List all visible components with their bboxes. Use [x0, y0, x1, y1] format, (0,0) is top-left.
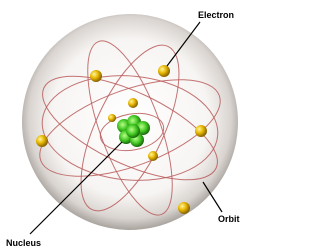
- electron: [178, 202, 190, 214]
- page: Electron Orbit Nucleus (() => { const da…: [0, 0, 260, 252]
- label: Nucleus: [6, 238, 41, 248]
- electron: [128, 98, 138, 108]
- electron: [108, 114, 116, 122]
- electron: [36, 135, 48, 147]
- electron: [195, 125, 207, 137]
- electron: [158, 65, 170, 77]
- electron: [90, 70, 102, 82]
- atom-diagram: Electron Orbit Nucleus: [0, 0, 260, 252]
- electron: [148, 151, 158, 161]
- label: Electron: [198, 10, 234, 20]
- label: Orbit: [218, 214, 240, 224]
